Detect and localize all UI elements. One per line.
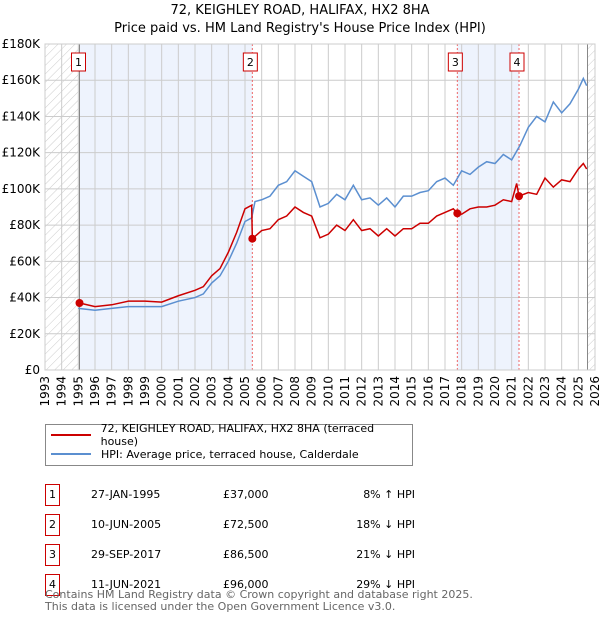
x-tick-label: 2001 — [171, 376, 185, 407]
sale-label: 2 — [247, 56, 254, 69]
x-tick-label: 2024 — [555, 376, 569, 407]
x-tick-label: 2000 — [155, 376, 169, 407]
x-tick-label: 2014 — [388, 376, 402, 407]
x-tick-label: 2002 — [188, 376, 202, 407]
footer-line-2: This data is licensed under the Open Gov… — [45, 600, 396, 613]
footer-line-1: Contains HM Land Registry data © Crown c… — [45, 588, 473, 601]
legend-label-price: 72, KEIGHLEY ROAD, HALIFAX, HX2 8HA (ter… — [100, 422, 375, 448]
sale-point — [248, 234, 257, 243]
x-tick-label: 2020 — [488, 376, 502, 407]
sale-label-box — [447, 52, 463, 72]
x-tick-label: 2010 — [321, 376, 335, 407]
hatched-region-after-data — [587, 44, 595, 370]
legend-item-hpi: HPI: Average price, terraced house, Cald… — [51, 446, 359, 462]
sale-number-badge: 4 — [45, 574, 60, 596]
sale-number-badge: 3 — [45, 544, 60, 566]
x-tick-label: 2007 — [271, 376, 285, 407]
legend-swatch-price — [51, 434, 91, 436]
x-tick-label: 2012 — [355, 376, 369, 407]
sales-table-row: 3 29-SEP-2017 £86,500 21% ↓ HPI — [45, 544, 445, 566]
price-paid-line — [79, 162, 588, 308]
sales-table-row: 2 10-JUN-2005 £72,500 18% ↓ HPI — [45, 514, 445, 536]
sale-point — [453, 209, 462, 218]
x-tick-label: 1997 — [105, 376, 119, 407]
y-tick-label: £80K — [9, 218, 41, 232]
price-chart: £0 £20K £40K £60K £80K £100K £120K £140K £160K £1… — [2, 37, 600, 407]
sale-hpi-diff: 18% ↓ HPI — [356, 518, 415, 531]
sale-number-badge: 2 — [45, 514, 60, 536]
x-tick-label: 2025 — [571, 376, 585, 407]
sale-point — [515, 192, 523, 201]
x-tick-label: 1995 — [71, 376, 85, 407]
x-tick-label: 1998 — [121, 376, 135, 407]
legend-label-hpi: HPI: Average price, terraced house, Cald… — [101, 447, 359, 461]
sales-table-row: 1 27-JAN-1995 £37,000 8% ↑ HPI — [45, 484, 445, 506]
y-tick-label: £0 — [25, 363, 40, 377]
sale-date: 27-JAN-1995 — [91, 488, 161, 501]
legend-swatch-hpi — [51, 453, 91, 455]
x-tick-label: 2013 — [371, 376, 385, 407]
y-tick-label: £40K — [9, 291, 41, 305]
chart-title: 72, KEIGHLEY ROAD, HALIFAX, HX2 8HA — [170, 3, 430, 18]
sale-label: 1 — [75, 56, 82, 69]
sale-price: £72,500 — [223, 518, 269, 531]
sale-point — [75, 298, 84, 307]
x-tick-label: 2005 — [238, 376, 252, 407]
x-tick-label: 1996 — [88, 376, 102, 407]
sale-date: 11-JUN-2021 — [91, 578, 162, 591]
sale-date: 10-JUN-2005 — [91, 518, 162, 531]
x-tick-label: 1994 — [55, 376, 69, 407]
sale-price: £86,500 — [223, 548, 269, 561]
x-tick-label: 2026 — [588, 376, 600, 407]
sale-hpi-diff: 8% ↑ HPI — [363, 488, 415, 501]
sale-label-box — [509, 52, 525, 72]
x-tick-label: 2021 — [505, 376, 519, 407]
y-tick-label: £100K — [2, 182, 42, 196]
sale-label-box — [71, 52, 86, 72]
ownership-shade-1 — [79, 44, 253, 370]
x-tick-label: 1999 — [138, 376, 152, 407]
x-tick-label: 2017 — [438, 376, 452, 407]
legend-item-price: 72, KEIGHLEY ROAD, HALIFAX, HX2 8HA (ter… — [51, 422, 412, 448]
x-tick-label: 2022 — [521, 376, 535, 407]
y-tick-label: £20K — [9, 327, 41, 341]
sale-price: £37,000 — [223, 488, 269, 501]
sale-hpi-diff: 21% ↓ HPI — [356, 548, 415, 561]
x-tick-label: 2009 — [305, 376, 319, 407]
sale-label: 4 — [514, 56, 521, 69]
sale-number-badge: 1 — [45, 484, 60, 506]
y-tick-label: £140K — [2, 109, 42, 123]
hpi-line — [78, 76, 588, 311]
sale-hpi-diff: 29% ↓ HPI — [356, 578, 415, 591]
x-tick-label: 2018 — [455, 376, 469, 407]
y-tick-label: £160K — [2, 73, 42, 87]
y-tick-label: £120K — [2, 146, 42, 160]
x-tick-label: 2019 — [471, 376, 485, 407]
x-tick-label: 2023 — [538, 376, 552, 407]
chart-subtitle: Price paid vs. HM Land Registry's House … — [114, 21, 486, 36]
plot-frame — [44, 43, 596, 371]
y-tick-label: £60K — [9, 254, 41, 268]
x-tick-label: 2015 — [405, 376, 419, 407]
sale-label-box — [242, 52, 258, 72]
x-tick-label: 2011 — [338, 376, 352, 407]
x-tick-label: 2003 — [205, 376, 219, 407]
sale-price: £96,000 — [223, 578, 269, 591]
x-tick-label: 2016 — [421, 376, 435, 407]
sales-table-row: 4 11-JUN-2021 £96,000 29% ↓ HPI — [45, 574, 445, 596]
x-tick-label: 1993 — [38, 376, 52, 407]
hatched-region-before-data — [45, 44, 80, 370]
sale-date: 29-SEP-2017 — [91, 548, 162, 561]
x-tick-label: 2008 — [288, 376, 302, 407]
x-tick-label: 2006 — [255, 376, 269, 407]
x-tick-label: 2004 — [221, 376, 235, 407]
sale-label: 3 — [452, 56, 459, 69]
y-tick-label: £180K — [2, 37, 42, 51]
legend: 72, KEIGHLEY ROAD, HALIFAX, HX2 8HA (ter… — [45, 422, 413, 466]
